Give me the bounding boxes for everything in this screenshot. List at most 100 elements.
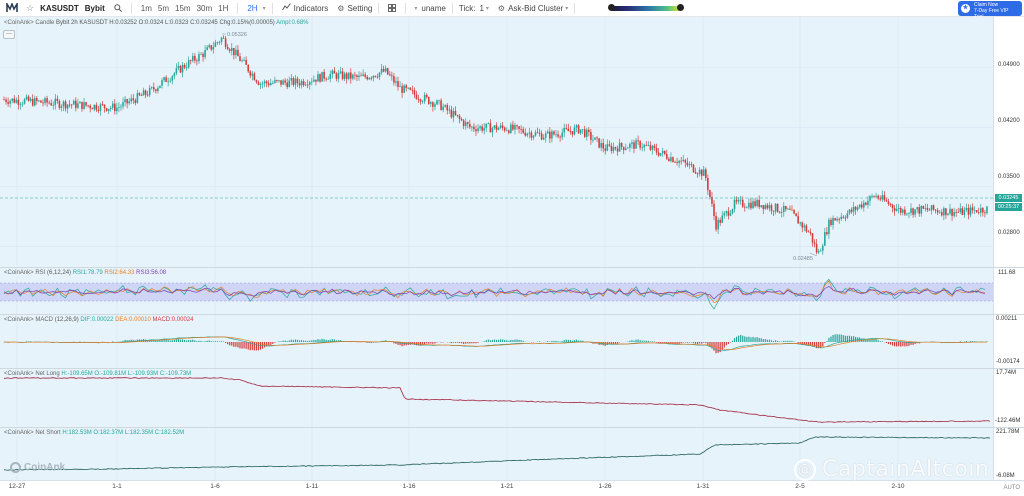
macd-histogram-bar (286, 341, 288, 342)
macd-histogram-bar (865, 338, 867, 342)
pane-divider[interactable] (0, 267, 1024, 268)
interval-1h[interactable]: 1H (218, 3, 229, 13)
favorite-star-icon[interactable]: ☆ (26, 2, 35, 13)
layout-grid-icon[interactable] (388, 0, 397, 17)
candle-body (31, 98, 34, 106)
macd-histogram-bar (965, 341, 968, 342)
interval-30m[interactable]: 30m (196, 3, 213, 13)
candle-body (68, 104, 71, 106)
interval-5m[interactable]: 5m (157, 3, 169, 13)
candle-body (173, 73, 176, 77)
macd-histogram-bar (748, 336, 750, 342)
chart-canvas[interactable] (0, 17, 993, 480)
candle-body (863, 202, 865, 208)
candle-body (661, 150, 664, 154)
heatmap-range-slider[interactable] (608, 3, 685, 11)
candle-body (169, 80, 172, 82)
macd-histogram-bar (869, 338, 871, 342)
candle-body (157, 87, 159, 92)
user-menu[interactable]: ▾ uname (412, 0, 445, 17)
macd-histogram-bar (502, 339, 504, 342)
candle-body (15, 99, 18, 103)
indicators-button[interactable]: Indicators (279, 0, 328, 17)
macd-histogram-bar (629, 340, 631, 342)
candle-body (438, 100, 440, 102)
candle-body (360, 75, 362, 77)
candle-body (354, 74, 356, 76)
macd-histogram-bar (171, 340, 173, 342)
candle-body (54, 98, 57, 106)
toolbar-divider (271, 2, 273, 14)
time-axis-tick: 1-1 (112, 483, 122, 490)
candle-body (298, 83, 301, 86)
candle-body (883, 195, 886, 201)
auto-scale-button[interactable]: AUTO (1003, 485, 1020, 491)
candle-body (739, 199, 742, 201)
candle-body (339, 71, 342, 74)
time-axis[interactable]: AUTO (0, 480, 1024, 496)
macd-histogram-bar (764, 339, 766, 342)
macd-histogram-bar (760, 338, 762, 342)
candle-body (237, 49, 239, 57)
candle-body (46, 98, 48, 103)
macd-histogram-bar (715, 342, 717, 354)
price-axis[interactable] (993, 17, 1024, 480)
candle-body (491, 128, 494, 133)
candle-body (649, 145, 652, 150)
coinank-watermark: CoinAnk (10, 462, 65, 473)
candle-body (688, 164, 691, 166)
vip-trial-promo-button[interactable]: ★ Claim Now 7-Day Free VIP Trial (958, 1, 1022, 20)
tick-selector[interactable]: Tick: 1 ▾ (459, 0, 489, 17)
candle-body (269, 83, 272, 86)
exchange-selector[interactable]: Bybit (84, 3, 105, 13)
candle-body (645, 144, 648, 146)
cluster-selector[interactable]: ⚙ Ask-Bid Cluster ▾ (495, 0, 568, 17)
symbol-selector[interactable]: KASUSDT (40, 3, 79, 13)
candle-body (128, 101, 130, 104)
candle-body (860, 204, 863, 208)
candle-body (768, 205, 771, 209)
candle-body (606, 144, 609, 151)
candle-body (325, 78, 327, 80)
candle-legend-change: Chg:0.15%(0.00005) (219, 20, 275, 26)
candle-body (565, 127, 568, 129)
macd-histogram-bar (161, 339, 163, 342)
candle-body (731, 209, 734, 214)
interval-1m[interactable]: 1m (140, 3, 152, 13)
candle-body (604, 148, 607, 151)
candle-body (547, 131, 549, 134)
pane-divider[interactable] (0, 314, 1024, 315)
candle-body (230, 47, 233, 51)
setting-button[interactable]: ⚙ Setting (334, 0, 372, 17)
candle-body (973, 210, 976, 211)
collapse-legend-button[interactable]: — (3, 30, 15, 39)
candle-body (382, 68, 385, 72)
macd-histogram-bar (319, 339, 321, 342)
macd-histogram-bar (327, 340, 329, 342)
candle-body (844, 217, 847, 219)
coinank-logo-icon[interactable] (6, 3, 18, 13)
macd-histogram-bar (333, 339, 335, 342)
user-label: uname (421, 3, 446, 13)
time-axis-tick: 1-31 (696, 483, 710, 490)
interval-2h-active[interactable]: 2H (247, 3, 258, 13)
candle-body (764, 205, 767, 210)
interval-15m[interactable]: 15m (175, 3, 191, 13)
candle-body (680, 160, 682, 162)
candle-body (776, 203, 779, 212)
pane-divider[interactable] (0, 427, 1024, 428)
macd-histogram-bar (132, 339, 134, 342)
candle-body (419, 99, 422, 102)
candle-body (333, 70, 336, 74)
candle-body (598, 138, 600, 148)
macd-histogram-bar (783, 340, 785, 342)
pane-divider[interactable] (0, 368, 1024, 369)
search-icon[interactable] (114, 0, 122, 17)
macd-histogram-bar (247, 342, 249, 350)
candle-body (826, 232, 828, 235)
candle-legend-title: Bybit 2h KASUSDT (56, 20, 108, 26)
candle-body (787, 208, 789, 210)
chevron-down-icon[interactable]: ▾ (262, 5, 266, 12)
captainaltcoin-watermark-text: CaptainAltcoin (822, 457, 990, 482)
toolbar-divider (574, 2, 576, 14)
